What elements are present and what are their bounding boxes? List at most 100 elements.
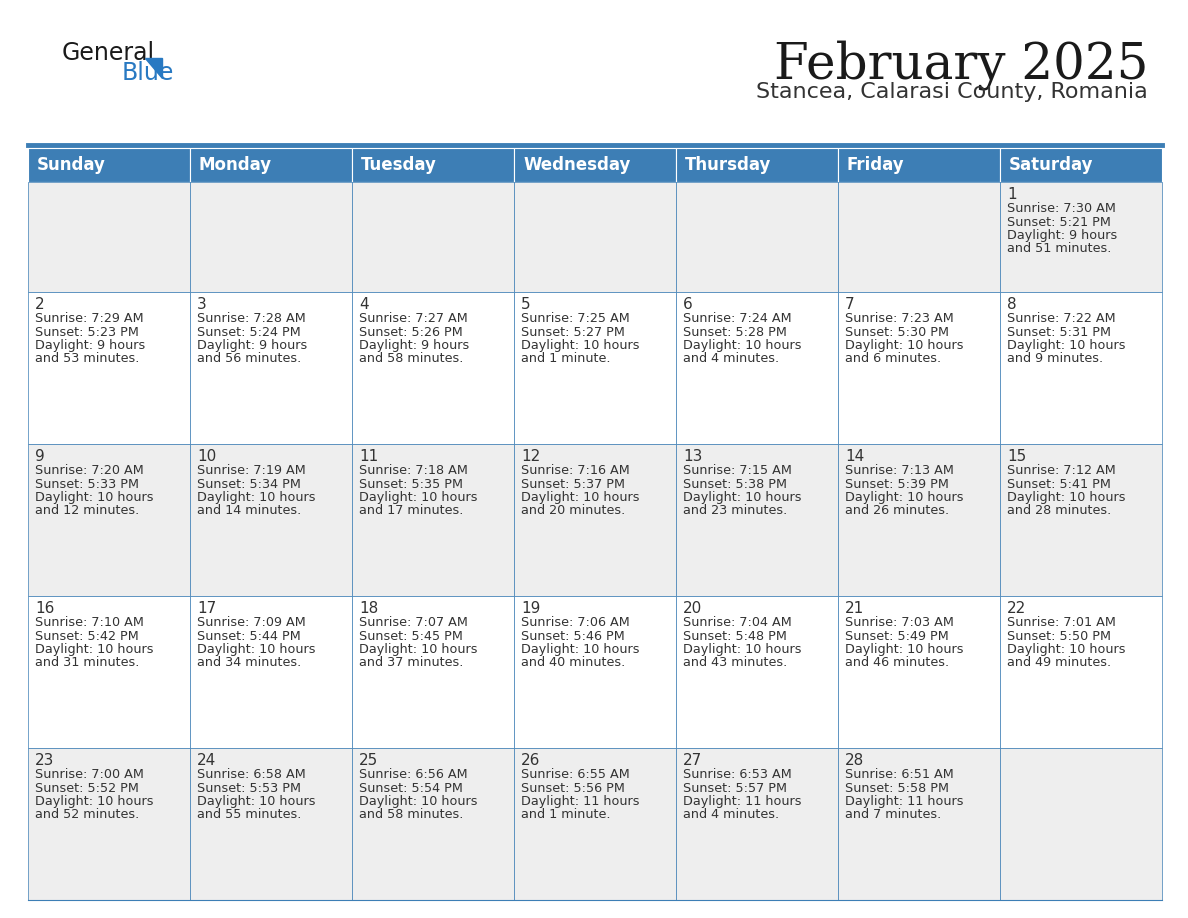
Text: Daylight: 10 hours: Daylight: 10 hours (34, 643, 153, 656)
Text: 28: 28 (845, 753, 864, 768)
Text: Daylight: 9 hours: Daylight: 9 hours (359, 339, 469, 352)
Text: Tuesday: Tuesday (361, 156, 437, 174)
Text: Daylight: 10 hours: Daylight: 10 hours (359, 795, 478, 808)
Bar (352, 596, 514, 748)
Bar (1000, 748, 1162, 900)
Text: and 12 minutes.: and 12 minutes. (34, 505, 139, 518)
Bar (514, 596, 676, 748)
Text: 6: 6 (683, 297, 693, 312)
Text: Sunset: 5:35 PM: Sunset: 5:35 PM (359, 477, 463, 490)
Text: Sunset: 5:46 PM: Sunset: 5:46 PM (522, 630, 625, 643)
Text: 8: 8 (1007, 297, 1017, 312)
Text: 24: 24 (197, 753, 216, 768)
Bar (352, 444, 514, 596)
Text: Sunrise: 7:07 AM: Sunrise: 7:07 AM (359, 616, 468, 629)
Text: 16: 16 (34, 601, 55, 616)
Text: and 4 minutes.: and 4 minutes. (683, 353, 779, 365)
Text: and 49 minutes.: and 49 minutes. (1007, 656, 1111, 669)
Text: 25: 25 (359, 753, 378, 768)
Text: Sunset: 5:23 PM: Sunset: 5:23 PM (34, 326, 139, 339)
Bar (1000, 148, 1162, 182)
Text: Sunset: 5:41 PM: Sunset: 5:41 PM (1007, 477, 1111, 490)
Text: Sunrise: 7:03 AM: Sunrise: 7:03 AM (845, 616, 954, 629)
Bar (29, 182, 190, 292)
Text: and 9 minutes.: and 9 minutes. (1007, 353, 1104, 365)
Text: and 55 minutes.: and 55 minutes. (197, 809, 302, 822)
Text: Daylight: 10 hours: Daylight: 10 hours (522, 339, 639, 352)
Text: and 23 minutes.: and 23 minutes. (683, 505, 788, 518)
Text: Daylight: 11 hours: Daylight: 11 hours (522, 795, 639, 808)
Text: Daylight: 9 hours: Daylight: 9 hours (197, 339, 308, 352)
Text: Daylight: 10 hours: Daylight: 10 hours (522, 491, 639, 504)
Text: Daylight: 10 hours: Daylight: 10 hours (359, 491, 478, 504)
Text: Sunset: 5:31 PM: Sunset: 5:31 PM (1007, 326, 1111, 339)
Text: 10: 10 (197, 449, 216, 464)
Text: Sunrise: 6:58 AM: Sunrise: 6:58 AM (197, 768, 305, 781)
Text: 18: 18 (359, 601, 378, 616)
Bar (838, 292, 1000, 444)
Text: Daylight: 10 hours: Daylight: 10 hours (845, 339, 963, 352)
Text: 12: 12 (522, 449, 541, 464)
Bar (676, 182, 838, 292)
Text: Sunset: 5:52 PM: Sunset: 5:52 PM (34, 781, 139, 794)
Bar (352, 182, 514, 292)
Text: Sunset: 5:54 PM: Sunset: 5:54 PM (359, 781, 463, 794)
Text: Daylight: 10 hours: Daylight: 10 hours (683, 643, 802, 656)
Text: and 6 minutes.: and 6 minutes. (845, 353, 941, 365)
Bar (29, 444, 190, 596)
Bar (838, 148, 1000, 182)
Text: Sunrise: 7:19 AM: Sunrise: 7:19 AM (197, 464, 305, 477)
Text: 11: 11 (359, 449, 378, 464)
Bar (190, 596, 352, 748)
Text: 17: 17 (197, 601, 216, 616)
Text: Sunrise: 7:04 AM: Sunrise: 7:04 AM (683, 616, 791, 629)
Text: General: General (62, 41, 156, 65)
Text: Sunrise: 7:23 AM: Sunrise: 7:23 AM (845, 312, 954, 325)
Text: and 34 minutes.: and 34 minutes. (197, 656, 302, 669)
Text: Daylight: 10 hours: Daylight: 10 hours (845, 643, 963, 656)
Text: Sunrise: 7:00 AM: Sunrise: 7:00 AM (34, 768, 144, 781)
Text: Daylight: 10 hours: Daylight: 10 hours (34, 795, 153, 808)
Text: and 20 minutes.: and 20 minutes. (522, 505, 625, 518)
Text: Sunrise: 7:22 AM: Sunrise: 7:22 AM (1007, 312, 1116, 325)
Text: Daylight: 10 hours: Daylight: 10 hours (197, 795, 316, 808)
Text: Daylight: 9 hours: Daylight: 9 hours (1007, 229, 1117, 242)
Text: 22: 22 (1007, 601, 1026, 616)
Text: Daylight: 10 hours: Daylight: 10 hours (359, 643, 478, 656)
Text: Sunrise: 7:01 AM: Sunrise: 7:01 AM (1007, 616, 1116, 629)
Text: Sunset: 5:37 PM: Sunset: 5:37 PM (522, 477, 625, 490)
Text: Daylight: 10 hours: Daylight: 10 hours (683, 491, 802, 504)
Bar (352, 292, 514, 444)
Bar (1000, 182, 1162, 292)
Text: 1: 1 (1007, 187, 1017, 202)
Text: Sunset: 5:49 PM: Sunset: 5:49 PM (845, 630, 949, 643)
Bar (29, 292, 190, 444)
Text: and 53 minutes.: and 53 minutes. (34, 353, 139, 365)
Text: Monday: Monday (200, 156, 272, 174)
Text: and 14 minutes.: and 14 minutes. (197, 505, 302, 518)
Bar (838, 182, 1000, 292)
Text: and 7 minutes.: and 7 minutes. (845, 809, 941, 822)
Text: Sunrise: 6:55 AM: Sunrise: 6:55 AM (522, 768, 630, 781)
Bar (514, 182, 676, 292)
Text: Sunset: 5:58 PM: Sunset: 5:58 PM (845, 781, 949, 794)
Text: 2: 2 (34, 297, 45, 312)
Text: 9: 9 (34, 449, 45, 464)
Bar (514, 748, 676, 900)
Text: Sunrise: 7:10 AM: Sunrise: 7:10 AM (34, 616, 144, 629)
Text: February 2025: February 2025 (773, 40, 1148, 90)
Text: Sunrise: 7:16 AM: Sunrise: 7:16 AM (522, 464, 630, 477)
Text: 7: 7 (845, 297, 854, 312)
Text: Sunset: 5:53 PM: Sunset: 5:53 PM (197, 781, 301, 794)
Text: and 56 minutes.: and 56 minutes. (197, 353, 302, 365)
Bar (838, 444, 1000, 596)
Bar (1000, 292, 1162, 444)
Bar (190, 148, 352, 182)
Text: and 17 minutes.: and 17 minutes. (359, 505, 463, 518)
Bar (190, 182, 352, 292)
Text: 14: 14 (845, 449, 864, 464)
Text: Stancea, Calarasi County, Romania: Stancea, Calarasi County, Romania (757, 82, 1148, 102)
Text: and 58 minutes.: and 58 minutes. (359, 809, 463, 822)
Text: and 4 minutes.: and 4 minutes. (683, 809, 779, 822)
Text: Sunrise: 7:15 AM: Sunrise: 7:15 AM (683, 464, 792, 477)
